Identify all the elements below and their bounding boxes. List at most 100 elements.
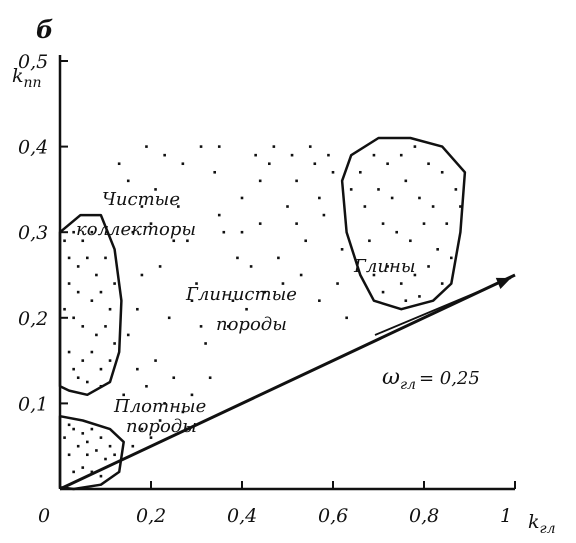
line-label: ωгл = 0,25 xyxy=(382,365,480,393)
data-point xyxy=(76,376,80,380)
data-point xyxy=(95,449,98,452)
data-point xyxy=(81,432,85,435)
axes xyxy=(58,55,515,491)
data-point xyxy=(277,256,280,260)
data-point xyxy=(95,333,98,337)
data-point xyxy=(222,230,226,234)
data-point xyxy=(67,256,71,260)
data-point xyxy=(186,239,189,243)
data-point xyxy=(90,427,94,431)
arrow-head xyxy=(495,277,511,289)
data-point xyxy=(90,350,94,354)
data-point xyxy=(136,367,139,371)
data-point xyxy=(113,282,116,285)
data-point xyxy=(140,273,144,277)
data-point xyxy=(227,325,230,328)
data-point xyxy=(63,436,66,439)
data-point xyxy=(149,222,153,225)
data-point xyxy=(290,153,294,157)
data-point xyxy=(81,466,85,469)
data-point xyxy=(240,230,244,234)
data-point xyxy=(163,153,166,157)
data-point xyxy=(390,196,394,200)
data-point xyxy=(90,299,94,302)
data-point xyxy=(72,316,75,320)
data-point xyxy=(63,307,66,311)
text-labels: б kпп kгл ωгл = 0,25 Чистые коллекторы Гл… xyxy=(12,15,556,537)
data-point xyxy=(154,359,157,362)
data-point xyxy=(63,239,66,243)
data-point xyxy=(436,248,439,251)
data-point xyxy=(236,256,239,260)
region-label-dense-rocks-2: породы xyxy=(126,416,197,437)
data-point xyxy=(299,273,303,277)
data-point xyxy=(445,222,449,225)
data-point xyxy=(399,282,403,285)
data-point xyxy=(431,205,435,208)
data-point xyxy=(104,256,107,260)
data-point xyxy=(136,307,139,311)
label-leader xyxy=(374,277,512,336)
data-point xyxy=(254,153,257,157)
data-point xyxy=(158,419,162,422)
data-point xyxy=(126,179,130,183)
data-point xyxy=(99,436,103,439)
data-point xyxy=(308,145,312,148)
data-point xyxy=(131,230,135,234)
data-point xyxy=(240,196,244,200)
data-point xyxy=(440,282,444,285)
data-point xyxy=(81,359,85,362)
data-point xyxy=(113,342,116,345)
data-point xyxy=(368,239,371,243)
data-point xyxy=(172,376,176,380)
region-outline xyxy=(58,213,123,397)
data-point xyxy=(72,427,75,431)
data-point xyxy=(199,145,203,148)
data-point xyxy=(81,239,85,243)
omega-line xyxy=(59,273,516,491)
region-label-clean-reservoirs-2: коллекторы xyxy=(76,219,196,240)
data-point xyxy=(386,265,389,268)
data-point xyxy=(413,273,417,277)
data-point xyxy=(149,436,153,439)
data-point xyxy=(450,256,453,260)
x-tick-label: 0 xyxy=(38,505,50,527)
data-point xyxy=(313,162,317,166)
data-point xyxy=(231,299,235,302)
data-point xyxy=(67,282,71,285)
trend-line xyxy=(59,273,516,491)
scatter-points xyxy=(63,145,462,478)
data-point xyxy=(272,145,276,148)
data-point xyxy=(72,470,75,474)
data-point xyxy=(295,179,298,183)
data-point xyxy=(140,205,144,208)
data-point xyxy=(395,230,398,234)
data-point xyxy=(131,444,135,448)
data-point xyxy=(67,350,71,354)
data-point xyxy=(404,299,408,302)
data-point xyxy=(72,367,75,371)
data-point xyxy=(81,325,85,328)
data-point xyxy=(104,325,107,328)
data-point xyxy=(204,342,207,345)
data-point xyxy=(454,188,458,191)
data-point xyxy=(163,402,166,405)
data-point xyxy=(286,205,289,208)
y-tick-label: 0,4 xyxy=(18,137,48,159)
data-point xyxy=(340,248,344,251)
y-tick-label: 0,1 xyxy=(18,393,48,415)
data-point xyxy=(154,188,157,191)
data-point xyxy=(208,376,212,380)
data-point xyxy=(295,222,298,225)
data-point xyxy=(99,290,103,294)
data-point xyxy=(258,222,262,225)
data-point xyxy=(122,393,125,397)
y-tick-label: 0,2 xyxy=(18,308,48,330)
data-point xyxy=(167,316,171,320)
data-point xyxy=(345,316,348,320)
data-point xyxy=(386,162,389,166)
data-point xyxy=(404,179,408,183)
data-point xyxy=(145,384,148,388)
data-point xyxy=(418,196,421,200)
data-point xyxy=(104,457,107,461)
